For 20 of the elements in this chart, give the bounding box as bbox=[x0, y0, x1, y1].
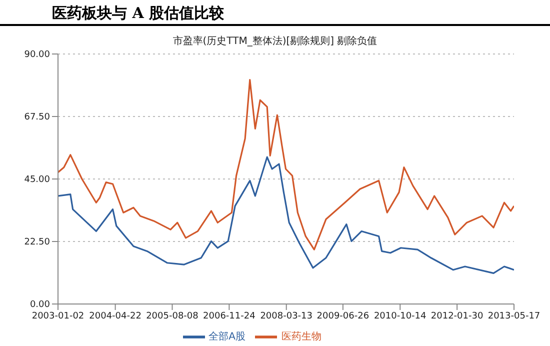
y-tick-label: 22.50 bbox=[24, 238, 50, 248]
line-series bbox=[58, 156, 514, 274]
x-tick-label: 2005-08-08 bbox=[146, 311, 199, 322]
x-tick-label: 2008-03-13 bbox=[260, 311, 313, 322]
legend-label: 医药生物 bbox=[281, 332, 322, 343]
y-tick-label: 90.00 bbox=[24, 50, 50, 60]
x-tick-label: 2006-11-24 bbox=[203, 311, 256, 322]
x-tick-label: 2012-01-30 bbox=[430, 311, 484, 322]
x-tick-label: 2004-04-22 bbox=[89, 311, 142, 322]
y-tick-label: 0.00 bbox=[30, 300, 50, 310]
chart-title: 医药板块与 A 股估值比较 bbox=[0, 0, 550, 26]
y-tick-label: 67.50 bbox=[24, 112, 50, 123]
x-tick-label: 2010-10-14 bbox=[374, 311, 427, 322]
chart-subtitle: 市盈率(历史TTM_整体法)[剔除规则] 剔除负值 bbox=[172, 34, 378, 48]
legend-label: 全部A股 bbox=[208, 332, 246, 343]
x-tick-label: 2013-05-17 bbox=[488, 311, 540, 322]
line-series bbox=[58, 79, 514, 250]
x-tick-label: 2003-01-02 bbox=[32, 311, 84, 322]
y-tick-label: 45.00 bbox=[24, 175, 50, 186]
x-tick-label: 2009-06-26 bbox=[316, 311, 370, 322]
